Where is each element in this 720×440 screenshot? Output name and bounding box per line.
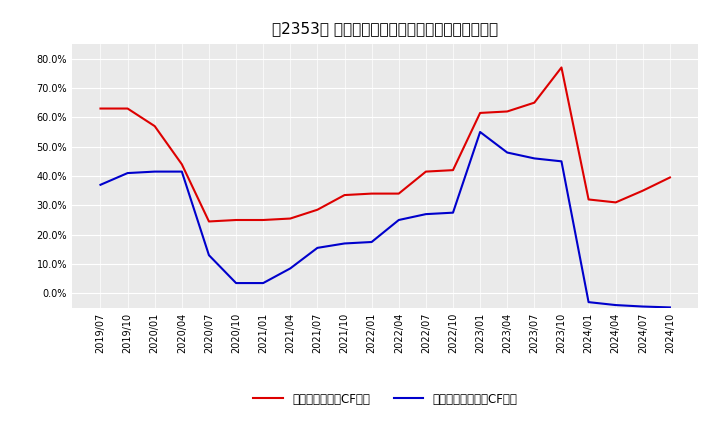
有利子負債営業CF比率: [421, 169, 430, 174]
有利子負債営業CF比率: [665, 175, 674, 180]
有利子負債フリーCF比率: [313, 245, 322, 250]
有利子負債営業CF比率: [204, 219, 213, 224]
有利子負債フリーCF比率: [204, 253, 213, 258]
有利子負債営業CF比率: [150, 124, 159, 129]
有利子負債フリーCF比率: [476, 129, 485, 135]
有利子負債営業CF比率: [232, 217, 240, 223]
有利子負債営業CF比率: [259, 217, 268, 223]
有利子負債フリーCF比率: [611, 302, 620, 308]
有利子負債フリーCF比率: [421, 212, 430, 217]
有利子負債フリーCF比率: [96, 182, 105, 187]
有利子負債フリーCF比率: [123, 170, 132, 176]
Legend: 有利子負債営業CF比率, 有利子負債フリーCF比率: 有利子負債営業CF比率, 有利子負債フリーCF比率: [248, 388, 522, 410]
有利子負債営業CF比率: [123, 106, 132, 111]
有利子負債フリーCF比率: [341, 241, 349, 246]
有利子負債営業CF比率: [178, 161, 186, 167]
有利子負債フリーCF比率: [367, 239, 376, 245]
有利子負債営業CF比率: [611, 200, 620, 205]
有利子負債フリーCF比率: [503, 150, 511, 155]
有利子負債フリーCF比率: [449, 210, 457, 215]
有利子負債営業CF比率: [367, 191, 376, 196]
有利子負債営業CF比率: [503, 109, 511, 114]
有利子負債営業CF比率: [96, 106, 105, 111]
有利子負債営業CF比率: [449, 168, 457, 173]
有利子負債フリーCF比率: [395, 217, 403, 223]
Line: 有利子負債フリーCF比率: 有利子負債フリーCF比率: [101, 132, 670, 308]
有利子負債フリーCF比率: [557, 159, 566, 164]
有利子負債フリーCF比率: [639, 304, 647, 309]
有利子負債フリーCF比率: [150, 169, 159, 174]
有利子負債営業CF比率: [530, 100, 539, 105]
有利子負債フリーCF比率: [665, 305, 674, 310]
有利子負債営業CF比率: [557, 65, 566, 70]
有利子負債営業CF比率: [639, 188, 647, 193]
有利子負債営業CF比率: [313, 207, 322, 213]
Line: 有利子負債営業CF比率: 有利子負債営業CF比率: [101, 67, 670, 221]
有利子負債フリーCF比率: [584, 300, 593, 305]
有利子負債フリーCF比率: [530, 156, 539, 161]
有利子負債営業CF比率: [341, 192, 349, 198]
有利子負債フリーCF比率: [259, 280, 268, 286]
Title: ［2353］ 有利子負債キャッシュフロー比率の推移: ［2353］ 有利子負債キャッシュフロー比率の推移: [272, 21, 498, 36]
有利子負債フリーCF比率: [286, 266, 294, 271]
有利子負債営業CF比率: [476, 110, 485, 116]
有利子負債営業CF比率: [395, 191, 403, 196]
有利子負債営業CF比率: [584, 197, 593, 202]
有利子負債フリーCF比率: [178, 169, 186, 174]
有利子負債営業CF比率: [286, 216, 294, 221]
有利子負債フリーCF比率: [232, 280, 240, 286]
